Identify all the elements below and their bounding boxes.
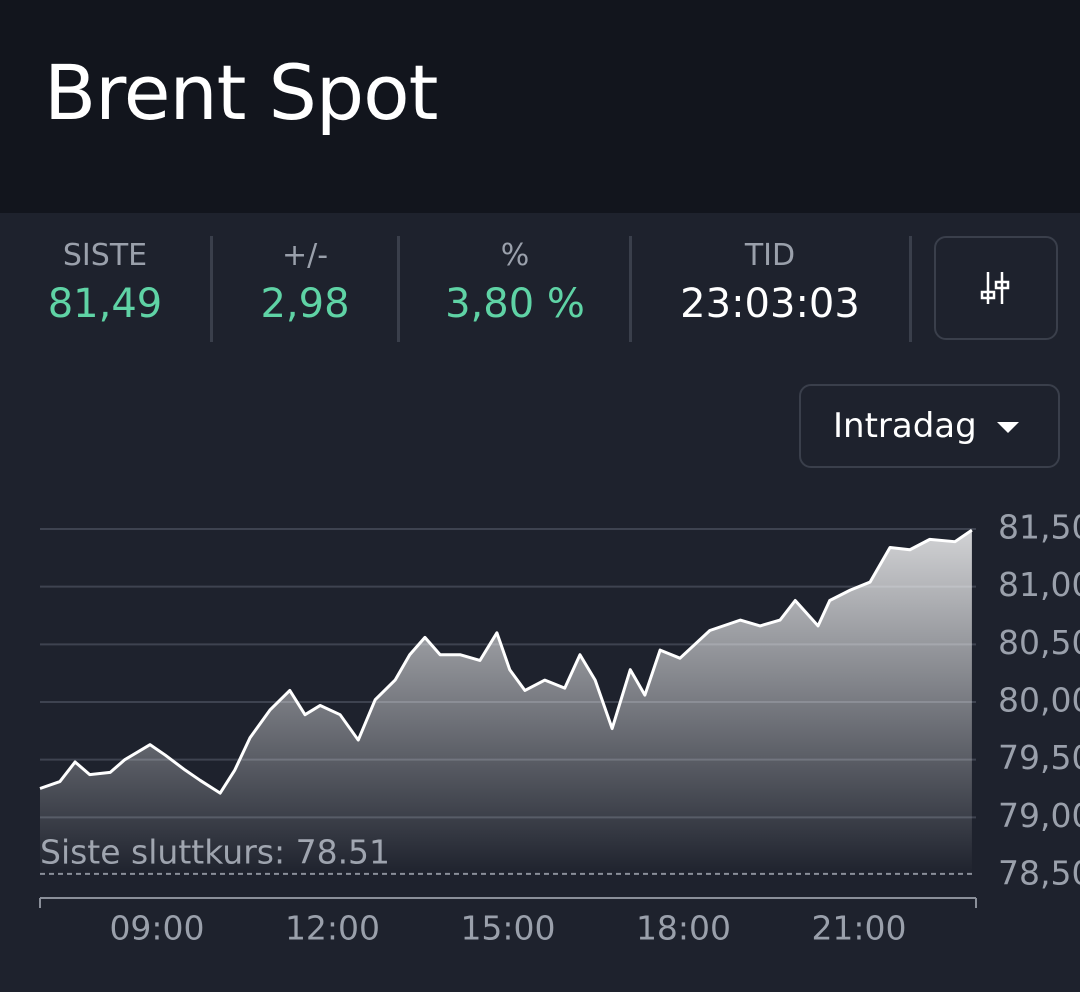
- dropdown-arrow: [997, 422, 1019, 433]
- x-tick-label: 21:00: [811, 909, 906, 948]
- stat: TID 23:03:03: [650, 238, 890, 327]
- period-dropdown[interactable]: Intradag: [799, 384, 1060, 468]
- stat-value: 23:03:03: [680, 281, 860, 327]
- separator: [397, 236, 400, 342]
- x-tick-label: 15:00: [460, 909, 555, 948]
- dropdown-label: Intradag: [833, 406, 977, 446]
- separator: [210, 236, 213, 342]
- area: [40, 530, 972, 875]
- settings-icon: [980, 272, 1010, 304]
- y-tick-label: 79,00: [998, 796, 1080, 835]
- separator: [629, 236, 632, 342]
- stat-value: 81,49: [47, 281, 163, 327]
- stat-label: SISTE: [62, 238, 148, 273]
- stat-label: +/-: [281, 238, 329, 273]
- stat-label: %: [500, 238, 530, 273]
- stat: +/- 2,98: [230, 238, 380, 327]
- header: Brent Spot: [0, 0, 1080, 213]
- title: Brent Spot: [44, 48, 438, 137]
- y-tick-label: 80,00: [998, 681, 1080, 720]
- line: [39, 528, 973, 795]
- y-tick-label: 80,50: [998, 623, 1080, 662]
- y-tick-label: 79,50: [998, 738, 1080, 777]
- stat-value: 3,80 %: [445, 281, 585, 327]
- y-tick-label: 78,50: [998, 854, 1080, 893]
- stat-label: TID: [744, 238, 796, 273]
- stat-value: 2,98: [260, 281, 350, 327]
- x-tick-label: 18:00: [636, 909, 731, 948]
- stat: % 3,80 %: [420, 238, 610, 327]
- x-tick-label: 09:00: [109, 909, 204, 948]
- settings-button[interactable]: [934, 236, 1058, 340]
- separator: [909, 236, 912, 342]
- y-tick-label: 81,00: [998, 565, 1080, 604]
- stat: SISTE 81,49: [30, 238, 180, 327]
- y-tick-label: 81,50: [998, 508, 1080, 547]
- x-tick-label: 12:00: [285, 909, 380, 948]
